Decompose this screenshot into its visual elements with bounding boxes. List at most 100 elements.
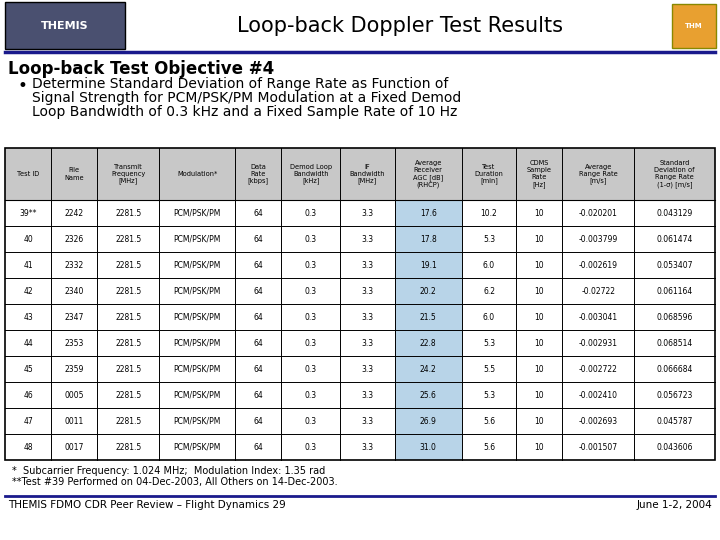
- Text: 0.043606: 0.043606: [657, 442, 693, 451]
- Text: 26.9: 26.9: [420, 416, 436, 426]
- Text: 0.053407: 0.053407: [657, 260, 693, 269]
- Text: 6.0: 6.0: [483, 260, 495, 269]
- Text: 0017: 0017: [64, 442, 84, 451]
- Text: Loop-back Doppler Test Results: Loop-back Doppler Test Results: [237, 16, 563, 36]
- Bar: [395, 200, 462, 226]
- Text: 0.068596: 0.068596: [657, 313, 693, 321]
- Text: THEMIS FDMO CDR Peer Review – Flight Dynamics 29: THEMIS FDMO CDR Peer Review – Flight Dyn…: [8, 500, 286, 510]
- Text: -0.002410: -0.002410: [579, 390, 618, 400]
- Text: 2359: 2359: [64, 364, 84, 374]
- Text: 25.6: 25.6: [420, 390, 436, 400]
- Text: Average
Receiver
AGC [dB]
(RHCP): Average Receiver AGC [dB] (RHCP): [413, 160, 444, 188]
- Text: 2281.5: 2281.5: [115, 234, 141, 244]
- Text: Test ID: Test ID: [17, 171, 39, 177]
- Text: Loop Bandwidth of 0.3 kHz and a Fixed Sample Rate of 10 Hz: Loop Bandwidth of 0.3 kHz and a Fixed Sa…: [32, 105, 457, 119]
- Text: -0.002722: -0.002722: [579, 364, 618, 374]
- Text: 10: 10: [534, 364, 544, 374]
- Text: Test
Duration
[min]: Test Duration [min]: [474, 164, 503, 184]
- Text: Standard
Deviation of
Range Rate
(1-σ) [m/s]: Standard Deviation of Range Rate (1-σ) […: [654, 160, 695, 188]
- Text: 0.068514: 0.068514: [657, 339, 693, 348]
- Text: 40: 40: [23, 234, 33, 244]
- Text: Transmit
Frequency
[MHz]: Transmit Frequency [MHz]: [111, 164, 145, 184]
- Text: 2326: 2326: [64, 234, 84, 244]
- Text: PCM/PSK/PM: PCM/PSK/PM: [174, 313, 221, 321]
- Text: 41: 41: [23, 260, 33, 269]
- Text: 31.0: 31.0: [420, 442, 436, 451]
- Text: 24.2: 24.2: [420, 364, 436, 374]
- Text: 10: 10: [534, 287, 544, 295]
- Text: Data
Rate
[kbps]: Data Rate [kbps]: [248, 164, 269, 184]
- Bar: [5, 148, 715, 200]
- Text: 0.3: 0.3: [305, 260, 317, 269]
- Text: 19.1: 19.1: [420, 260, 436, 269]
- Text: -0.003041: -0.003041: [579, 313, 618, 321]
- Text: 2281.5: 2281.5: [115, 208, 141, 218]
- Text: PCM/PSK/PM: PCM/PSK/PM: [174, 234, 221, 244]
- Text: 48: 48: [23, 442, 33, 451]
- Text: -0.003799: -0.003799: [579, 234, 618, 244]
- Text: 46: 46: [23, 390, 33, 400]
- Text: 64: 64: [253, 234, 263, 244]
- Bar: [395, 330, 462, 356]
- Text: 2347: 2347: [64, 313, 84, 321]
- Text: 10: 10: [534, 208, 544, 218]
- Text: 5.3: 5.3: [483, 234, 495, 244]
- Text: 64: 64: [253, 260, 263, 269]
- Text: 0.056723: 0.056723: [657, 390, 693, 400]
- Text: Demod Loop
Bandwidth
[kHz]: Demod Loop Bandwidth [kHz]: [289, 164, 332, 184]
- Text: 10: 10: [534, 339, 544, 348]
- Text: -0.002619: -0.002619: [579, 260, 618, 269]
- Text: 5.6: 5.6: [483, 416, 495, 426]
- Bar: [395, 252, 462, 278]
- Text: Modulation*: Modulation*: [177, 171, 217, 177]
- Text: 44: 44: [23, 339, 33, 348]
- Text: File
Name: File Name: [64, 167, 84, 180]
- Text: 0.3: 0.3: [305, 364, 317, 374]
- Text: 2281.5: 2281.5: [115, 313, 141, 321]
- Text: 2281.5: 2281.5: [115, 390, 141, 400]
- Text: Signal Strength for PCM/PSK/PM Modulation at a Fixed Demod: Signal Strength for PCM/PSK/PM Modulatio…: [32, 91, 462, 105]
- Text: 0.061164: 0.061164: [657, 287, 693, 295]
- Text: 0011: 0011: [64, 416, 84, 426]
- Text: 17.8: 17.8: [420, 234, 436, 244]
- Text: 20.2: 20.2: [420, 287, 436, 295]
- Text: 2281.5: 2281.5: [115, 364, 141, 374]
- Text: 64: 64: [253, 416, 263, 426]
- Text: 0.3: 0.3: [305, 442, 317, 451]
- Text: 64: 64: [253, 364, 263, 374]
- Text: -0.002931: -0.002931: [579, 339, 618, 348]
- Text: 10: 10: [534, 313, 544, 321]
- Text: 3.3: 3.3: [361, 313, 374, 321]
- Text: 64: 64: [253, 313, 263, 321]
- Text: •: •: [17, 77, 27, 95]
- Bar: [395, 382, 462, 408]
- Text: PCM/PSK/PM: PCM/PSK/PM: [174, 390, 221, 400]
- Text: 3.3: 3.3: [361, 208, 374, 218]
- Text: 2281.5: 2281.5: [115, 339, 141, 348]
- Bar: [395, 356, 462, 382]
- Text: 3.3: 3.3: [361, 260, 374, 269]
- Text: 10: 10: [534, 260, 544, 269]
- Text: Determine Standard Deviation of Range Rate as Function of: Determine Standard Deviation of Range Ra…: [32, 77, 449, 91]
- Text: PCM/PSK/PM: PCM/PSK/PM: [174, 208, 221, 218]
- Text: -0.02722: -0.02722: [581, 287, 616, 295]
- Text: -0.020201: -0.020201: [579, 208, 618, 218]
- Text: 0.3: 0.3: [305, 339, 317, 348]
- Bar: [5, 2, 125, 49]
- Bar: [5, 148, 715, 460]
- Text: 3.3: 3.3: [361, 364, 374, 374]
- Text: 2332: 2332: [64, 260, 84, 269]
- Text: 10: 10: [534, 234, 544, 244]
- Text: 3.3: 3.3: [361, 442, 374, 451]
- Text: 0.3: 0.3: [305, 234, 317, 244]
- Text: PCM/PSK/PM: PCM/PSK/PM: [174, 287, 221, 295]
- Text: 42: 42: [23, 287, 33, 295]
- Text: June 1-2, 2004: June 1-2, 2004: [636, 500, 712, 510]
- Text: THEMIS: THEMIS: [41, 21, 89, 31]
- Text: 3.3: 3.3: [361, 339, 374, 348]
- Text: 3.3: 3.3: [361, 390, 374, 400]
- Text: 64: 64: [253, 390, 263, 400]
- Text: 17.6: 17.6: [420, 208, 436, 218]
- Text: Average
Range Rate
[m/s]: Average Range Rate [m/s]: [579, 164, 618, 184]
- Text: Loop-back Test Objective #4: Loop-back Test Objective #4: [8, 60, 274, 78]
